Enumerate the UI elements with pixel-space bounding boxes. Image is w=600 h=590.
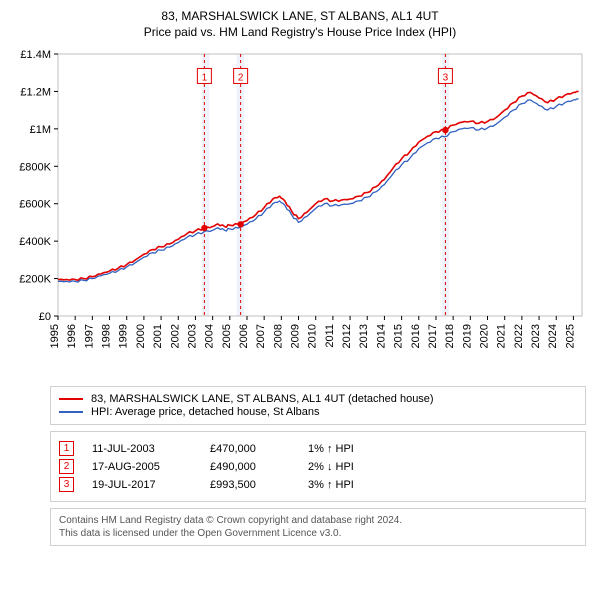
legend-item: 83, MARSHALSWICK LANE, ST ALBANS, AL1 4U… bbox=[59, 393, 577, 405]
svg-text:£1.4M: £1.4M bbox=[20, 49, 51, 61]
svg-text:2000: 2000 bbox=[135, 324, 147, 348]
svg-text:1999: 1999 bbox=[118, 324, 130, 348]
legend-swatch bbox=[59, 398, 83, 400]
attribution: Contains HM Land Registry data © Crown c… bbox=[50, 508, 586, 546]
svg-text:2017: 2017 bbox=[427, 324, 439, 348]
title-address: 83, MARSHALSWICK LANE, ST ALBANS, AL1 4U… bbox=[10, 8, 590, 24]
svg-text:2021: 2021 bbox=[496, 324, 508, 348]
svg-text:2020: 2020 bbox=[479, 324, 491, 348]
svg-text:£1M: £1M bbox=[30, 124, 51, 136]
svg-text:2023: 2023 bbox=[530, 324, 542, 348]
title-block: 83, MARSHALSWICK LANE, ST ALBANS, AL1 4U… bbox=[10, 8, 590, 40]
cell-date: 17-AUG-2005 bbox=[92, 461, 192, 473]
svg-text:£800K: £800K bbox=[19, 162, 51, 174]
report-container: 83, MARSHALSWICK LANE, ST ALBANS, AL1 4U… bbox=[0, 0, 600, 556]
chart-svg: £0 £200K £400K £600K £800K £1M £1.2M £1.4M 1995 1… bbox=[10, 46, 590, 376]
svg-text:2003: 2003 bbox=[186, 324, 198, 348]
svg-text:2013: 2013 bbox=[358, 324, 370, 348]
svg-text:£200K: £200K bbox=[19, 274, 51, 286]
svg-text:2015: 2015 bbox=[393, 324, 405, 348]
title-subtitle: Price paid vs. HM Land Registry's House … bbox=[10, 24, 590, 40]
cell-price: £470,000 bbox=[210, 443, 290, 455]
legend-label: HPI: Average price, detached house, St A… bbox=[91, 406, 320, 418]
row-marker-icon: 3 bbox=[59, 477, 74, 492]
svg-text:2011: 2011 bbox=[324, 324, 336, 348]
row-marker-icon: 2 bbox=[59, 459, 74, 474]
svg-text:1998: 1998 bbox=[101, 324, 113, 348]
cell-date: 11-JUL-2003 bbox=[92, 443, 192, 455]
cell-pct: 3% ↑ HPI bbox=[308, 479, 408, 491]
legend-swatch bbox=[59, 411, 83, 413]
svg-text:2009: 2009 bbox=[290, 324, 302, 348]
legend-item: HPI: Average price, detached house, St A… bbox=[59, 406, 577, 418]
cell-price: £490,000 bbox=[210, 461, 290, 473]
svg-text:2007: 2007 bbox=[255, 324, 267, 348]
svg-text:1996: 1996 bbox=[66, 324, 78, 348]
svg-text:2006: 2006 bbox=[238, 324, 250, 348]
svg-text:£0: £0 bbox=[39, 311, 51, 323]
svg-text:1995: 1995 bbox=[49, 324, 61, 348]
table-row: 3 19-JUL-2017 £993,500 3% ↑ HPI bbox=[59, 477, 577, 492]
svg-text:2010: 2010 bbox=[307, 324, 319, 348]
svg-text:2025: 2025 bbox=[564, 324, 576, 348]
svg-text:2014: 2014 bbox=[375, 324, 387, 348]
sales-table: 1 11-JUL-2003 £470,000 1% ↑ HPI 2 17-AUG… bbox=[50, 431, 586, 502]
svg-text:2019: 2019 bbox=[461, 324, 473, 348]
svg-text:2016: 2016 bbox=[410, 324, 422, 348]
cell-date: 19-JUL-2017 bbox=[92, 479, 192, 491]
svg-text:2004: 2004 bbox=[204, 324, 216, 348]
svg-text:2008: 2008 bbox=[272, 324, 284, 348]
svg-text:1: 1 bbox=[202, 73, 208, 84]
price-chart: £0 £200K £400K £600K £800K £1M £1.2M £1.4M 1995 1… bbox=[10, 46, 590, 376]
attribution-line: Contains HM Land Registry data © Crown c… bbox=[59, 514, 577, 527]
legend-label: 83, MARSHALSWICK LANE, ST ALBANS, AL1 4U… bbox=[91, 393, 434, 405]
svg-text:2018: 2018 bbox=[444, 324, 456, 348]
cell-price: £993,500 bbox=[210, 479, 290, 491]
svg-text:2012: 2012 bbox=[341, 324, 353, 348]
svg-text:2: 2 bbox=[238, 73, 244, 84]
svg-text:£1.2M: £1.2M bbox=[20, 87, 51, 99]
svg-text:2001: 2001 bbox=[152, 324, 164, 348]
svg-text:3: 3 bbox=[443, 73, 449, 84]
cell-pct: 1% ↑ HPI bbox=[308, 443, 408, 455]
svg-text:£600K: £600K bbox=[19, 199, 51, 211]
svg-text:£400K: £400K bbox=[19, 237, 51, 249]
attribution-line: This data is licensed under the Open Gov… bbox=[59, 527, 577, 540]
table-row: 1 11-JUL-2003 £470,000 1% ↑ HPI bbox=[59, 441, 577, 456]
cell-pct: 2% ↓ HPI bbox=[308, 461, 408, 473]
svg-text:2022: 2022 bbox=[513, 324, 525, 348]
table-row: 2 17-AUG-2005 £490,000 2% ↓ HPI bbox=[59, 459, 577, 474]
svg-text:2002: 2002 bbox=[169, 324, 181, 348]
row-marker-icon: 1 bbox=[59, 441, 74, 456]
legend: 83, MARSHALSWICK LANE, ST ALBANS, AL1 4U… bbox=[50, 386, 586, 425]
svg-text:2005: 2005 bbox=[221, 324, 233, 348]
svg-text:1997: 1997 bbox=[83, 324, 95, 348]
svg-text:2024: 2024 bbox=[547, 324, 559, 348]
